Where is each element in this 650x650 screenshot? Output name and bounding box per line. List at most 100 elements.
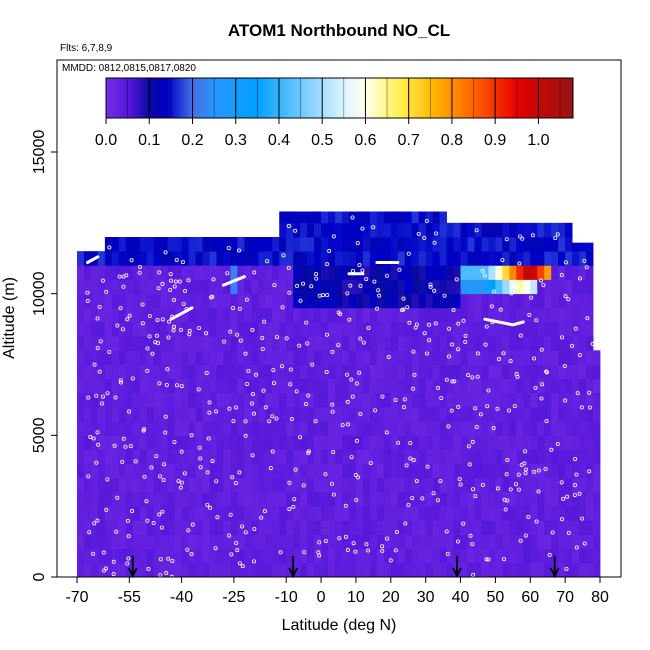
heatmap-cell [467,407,475,422]
heatmap-cell [335,265,343,280]
heatmap-cell [586,364,594,380]
heatmap-cell [216,435,224,450]
heatmap-cell [558,392,566,408]
heatmap-cell [579,392,587,408]
heatmap-cell [502,322,510,337]
sample-point [182,471,187,476]
heatmap-cell [369,350,378,365]
sample-point [210,458,215,463]
heatmap-cell [286,520,294,535]
heatmap-cell [132,407,141,422]
sample-point [573,326,578,331]
heatmap-cell [390,548,399,564]
sample-point [360,268,365,273]
heatmap-cell [593,350,601,365]
heatmap-cell [279,251,287,266]
heatmap-cell [230,265,238,280]
sample-point [274,416,279,421]
sample-point [85,299,90,304]
sample-point [480,268,485,273]
heatmap-cell [258,307,266,323]
heatmap-cell [495,506,503,521]
heatmap-cell [481,364,489,380]
sample-point [345,291,350,296]
heatmap-cell [265,307,273,323]
heatmap-cell [118,293,127,309]
sample-point [130,509,135,514]
heatmap-cell [314,350,322,365]
heatmap-cell [279,237,287,252]
heatmap-cell [258,293,266,309]
heatmap-cell [362,392,371,408]
heatmap-cell [83,492,92,507]
heatmap-cell [188,392,196,408]
heatmap-cell [523,534,531,550]
heatmap-cell [300,364,308,380]
heatmap-cell [509,477,517,493]
heatmap-cell [502,307,510,323]
sample-point [508,487,513,492]
heatmap-cell [188,407,196,422]
heatmap-cell [335,520,343,535]
x-tick-label: 40 [452,589,470,606]
sample-point [358,411,363,416]
heatmap-cell [404,492,413,507]
sample-point [360,226,365,231]
heatmap-cell [258,421,266,436]
heatmap-cell [474,307,482,323]
heatmap-cell [509,506,517,521]
heatmap-cell [111,293,120,309]
heatmap-cell [397,463,406,479]
heatmap-cell [593,463,601,479]
heatmap-cell [495,251,503,266]
heatmap-cell [237,364,245,380]
heatmap-cell [369,463,378,479]
heatmap-cell [300,435,308,450]
heatmap-cell [125,548,134,564]
heatmap-cell [341,364,350,380]
heatmap-cell [362,548,371,564]
heatmap-cell [425,350,434,365]
heatmap-cell [328,211,336,224]
heatmap-cell [390,336,399,351]
heatmap-cell [188,307,196,323]
heatmap-cell [383,293,392,309]
heatmap-cell [167,350,176,365]
heatmap-cell [265,293,273,309]
heatmap-cell [244,322,252,337]
heatmap-cell [132,293,141,309]
sample-point [456,405,461,410]
heatmap-cell [383,435,392,450]
sample-point [125,317,130,322]
heatmap-cell [118,520,127,535]
heatmap-cell [383,562,392,577]
heatmap-cell [202,548,210,564]
heatmap-cell [209,477,217,493]
heatmap-cell [418,492,427,507]
heatmap-cell [565,378,573,394]
sample-point [424,218,429,223]
heatmap-cell [216,378,224,394]
heatmap-cell [237,477,245,493]
heatmap-cell [209,548,217,564]
x-axis: -70 -55 -40 -25 -10 0 10 20 30 40 50 60 70 80 [65,577,609,606]
heatmap-cell [523,562,531,577]
heatmap-cell [111,336,120,351]
heatmap-cell [376,477,385,493]
heatmap-cell [341,279,350,295]
heatmap-cell [418,350,427,365]
sample-point [260,346,265,351]
heatmap-cell [244,421,252,436]
heatmap-cell [188,492,196,507]
heatmap-cell [209,492,217,507]
heatmap-cell [383,407,392,422]
heatmap-cell [146,336,155,351]
heatmap-cell [118,449,127,465]
sample-point [317,553,322,558]
heatmap-cell [272,548,280,564]
sample-point [520,236,525,241]
sample-point [138,264,143,269]
heatmap-cell [355,506,364,521]
heatmap-cell [237,251,245,266]
heatmap-cell [111,265,120,280]
